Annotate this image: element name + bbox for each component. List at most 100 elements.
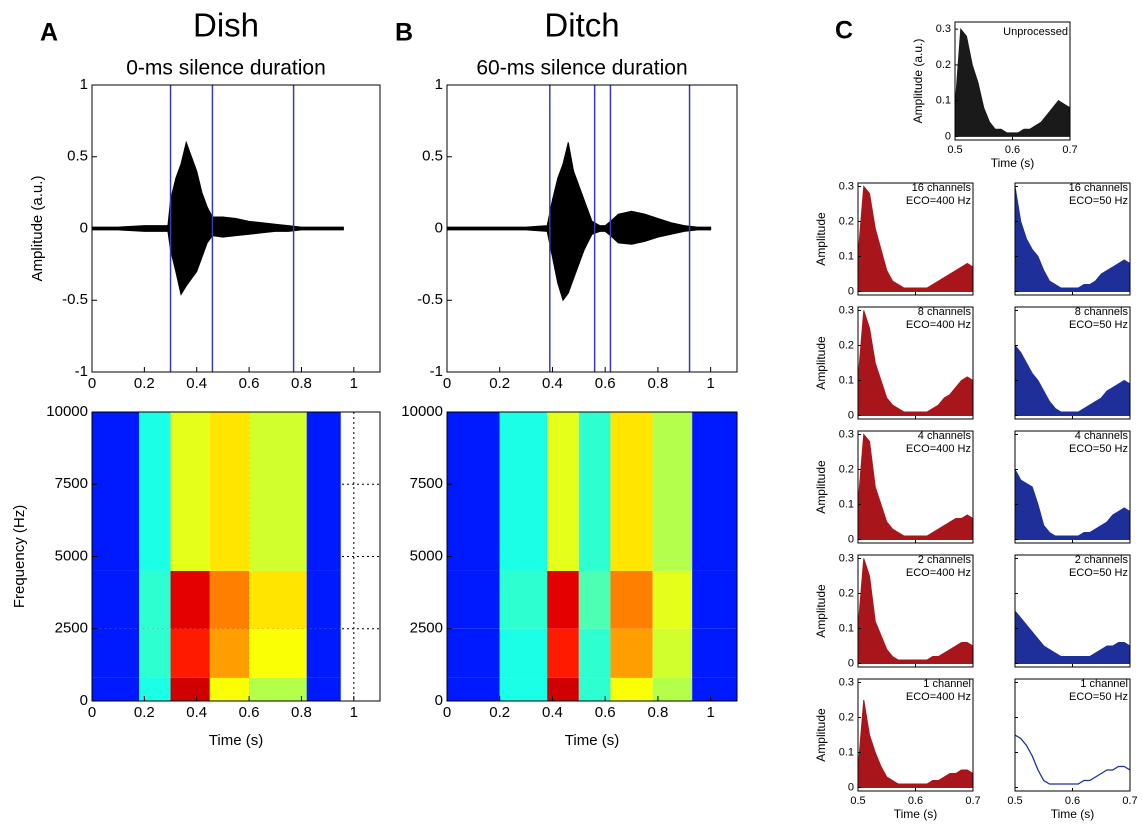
y-tick-label: -0.5 (417, 291, 443, 308)
spectrogram-cell (249, 628, 307, 678)
x-axis-label: Time (s) (1051, 807, 1095, 821)
envelope-area (1014, 609, 1131, 664)
y-tick-label: 2500 (55, 620, 88, 637)
y-tick-label: 0.1 (839, 746, 854, 758)
waveform-envelope (446, 142, 712, 229)
spectrogram-cell (170, 677, 210, 701)
annotation: 4 channels (918, 430, 972, 442)
x-tick-label: 0.8 (647, 704, 668, 721)
y-tick-label: 0.3 (839, 304, 854, 316)
x-tick-label: 0.5 (850, 795, 865, 807)
annotation: ECO=50 Hz (1069, 195, 1128, 207)
x-tick-label: 0.6 (1005, 144, 1020, 156)
chart-title: Dish (193, 7, 259, 44)
y-tick-label: 0.3 (839, 552, 854, 564)
spectrogram-cell (92, 412, 140, 571)
x-tick-label: 0 (443, 704, 451, 721)
annotation: 8 channels (1075, 306, 1129, 318)
spectrogram-cell (652, 677, 693, 701)
annotation: 8 channels (918, 306, 972, 318)
spectrogram-cell (610, 628, 653, 678)
spectrogram-cell (249, 412, 307, 571)
spectrogram-cell (610, 412, 653, 571)
spectrogram-cell (610, 677, 653, 701)
x-tick-label: 0.8 (291, 704, 312, 721)
x-tick-label: 0.5 (1007, 795, 1022, 807)
spectrogram-cell (92, 677, 140, 701)
x-tick-label: 0 (443, 375, 451, 392)
spectrogram-cell (692, 412, 737, 571)
y-tick-label: 5000 (410, 547, 443, 564)
x-axis-label: Time (s) (991, 156, 1035, 170)
spectrogram-cell (447, 412, 500, 571)
y-axis-label: Amplitude (814, 336, 828, 390)
spectrogram-cell (306, 570, 341, 629)
annotation: ECO=400 Hz (906, 691, 971, 703)
envelope-area (1014, 186, 1131, 292)
spectrogram-cell (170, 628, 210, 678)
x-tick-label: 0.6 (239, 704, 260, 721)
spectrogram-cell (447, 628, 500, 678)
annotation: 4 channels (1075, 430, 1129, 442)
envelope-area (857, 310, 974, 416)
spectrogram-cell (209, 570, 250, 629)
spectrogram-cell (610, 570, 653, 629)
y-tick-label: 0.5 (422, 148, 443, 165)
y-tick-label: 0 (435, 219, 443, 236)
x-tick-label: 0.8 (291, 375, 312, 392)
spectrogram-cell (692, 677, 737, 701)
envelope-area (954, 27, 1071, 137)
spectrogram-cell (547, 628, 579, 678)
x-tick-label: 0.2 (489, 704, 510, 721)
y-tick-label: 0 (80, 692, 88, 709)
annotation: 2 channels (1075, 554, 1129, 566)
panel-chart: 0 2500 5000 7500 10000 0 0.2 0.4 0.6 0.8 1 Time (s)… (11, 403, 381, 749)
envelope-area (857, 185, 974, 292)
spectrogram-cell (578, 677, 611, 701)
y-axis-label: Frequency (Hz) (11, 505, 28, 608)
y-tick-label: 0 (848, 533, 854, 545)
envelope-area (857, 558, 974, 664)
spectrogram-cell (139, 570, 171, 629)
envelope-area (1014, 344, 1131, 416)
y-tick-label: -1 (75, 363, 88, 380)
y-tick-label: 0 (848, 657, 854, 669)
y-tick-label: 0 (848, 781, 854, 793)
x-tick-label: 0.5 (947, 144, 962, 156)
spectrogram-cell (139, 412, 171, 571)
spectrogram-cell (547, 570, 579, 629)
y-tick-label: 0.5 (67, 148, 88, 165)
x-axis-label: Time (s) (209, 732, 263, 749)
y-tick-label: 0.2 (936, 59, 951, 71)
x-tick-label: 0.6 (1065, 795, 1080, 807)
waveform-envelope (446, 228, 712, 302)
x-tick-label: 0.7 (1062, 144, 1077, 156)
x-tick-label: 0.4 (186, 375, 207, 392)
y-tick-label: 0.2 (839, 711, 854, 723)
annotation: 16 channels (1069, 182, 1129, 194)
x-tick-label: 0.6 (908, 795, 923, 807)
y-tick-label: 7500 (55, 475, 88, 492)
annotation: ECO=400 Hz (906, 443, 971, 455)
annotation: ECO=50 Hz (1069, 319, 1128, 331)
chart-subtitle: 0-ms silence duration (126, 57, 326, 80)
x-tick-label: 0.4 (186, 704, 207, 721)
y-tick-label: 0.3 (839, 180, 854, 192)
spectrogram-cell (547, 412, 579, 571)
x-tick-label: 0.7 (965, 795, 980, 807)
x-tick-label: 0 (88, 375, 96, 392)
panel-chart: -1 -0.5 0 0.5 1 0 0.2 0.4 0.6 0.8 1 A Dish 0-ms silen… (29, 7, 381, 392)
y-tick-label: 0.1 (839, 250, 854, 262)
spectrogram-cell (170, 570, 210, 629)
x-tick-label: 1 (350, 704, 358, 721)
x-tick-label: 0.4 (542, 704, 563, 721)
spectrogram-cell (209, 677, 250, 701)
y-tick-label: 0.1 (839, 498, 854, 510)
y-tick-label: 7500 (410, 475, 443, 492)
y-tick-label: 0.2 (839, 215, 854, 227)
